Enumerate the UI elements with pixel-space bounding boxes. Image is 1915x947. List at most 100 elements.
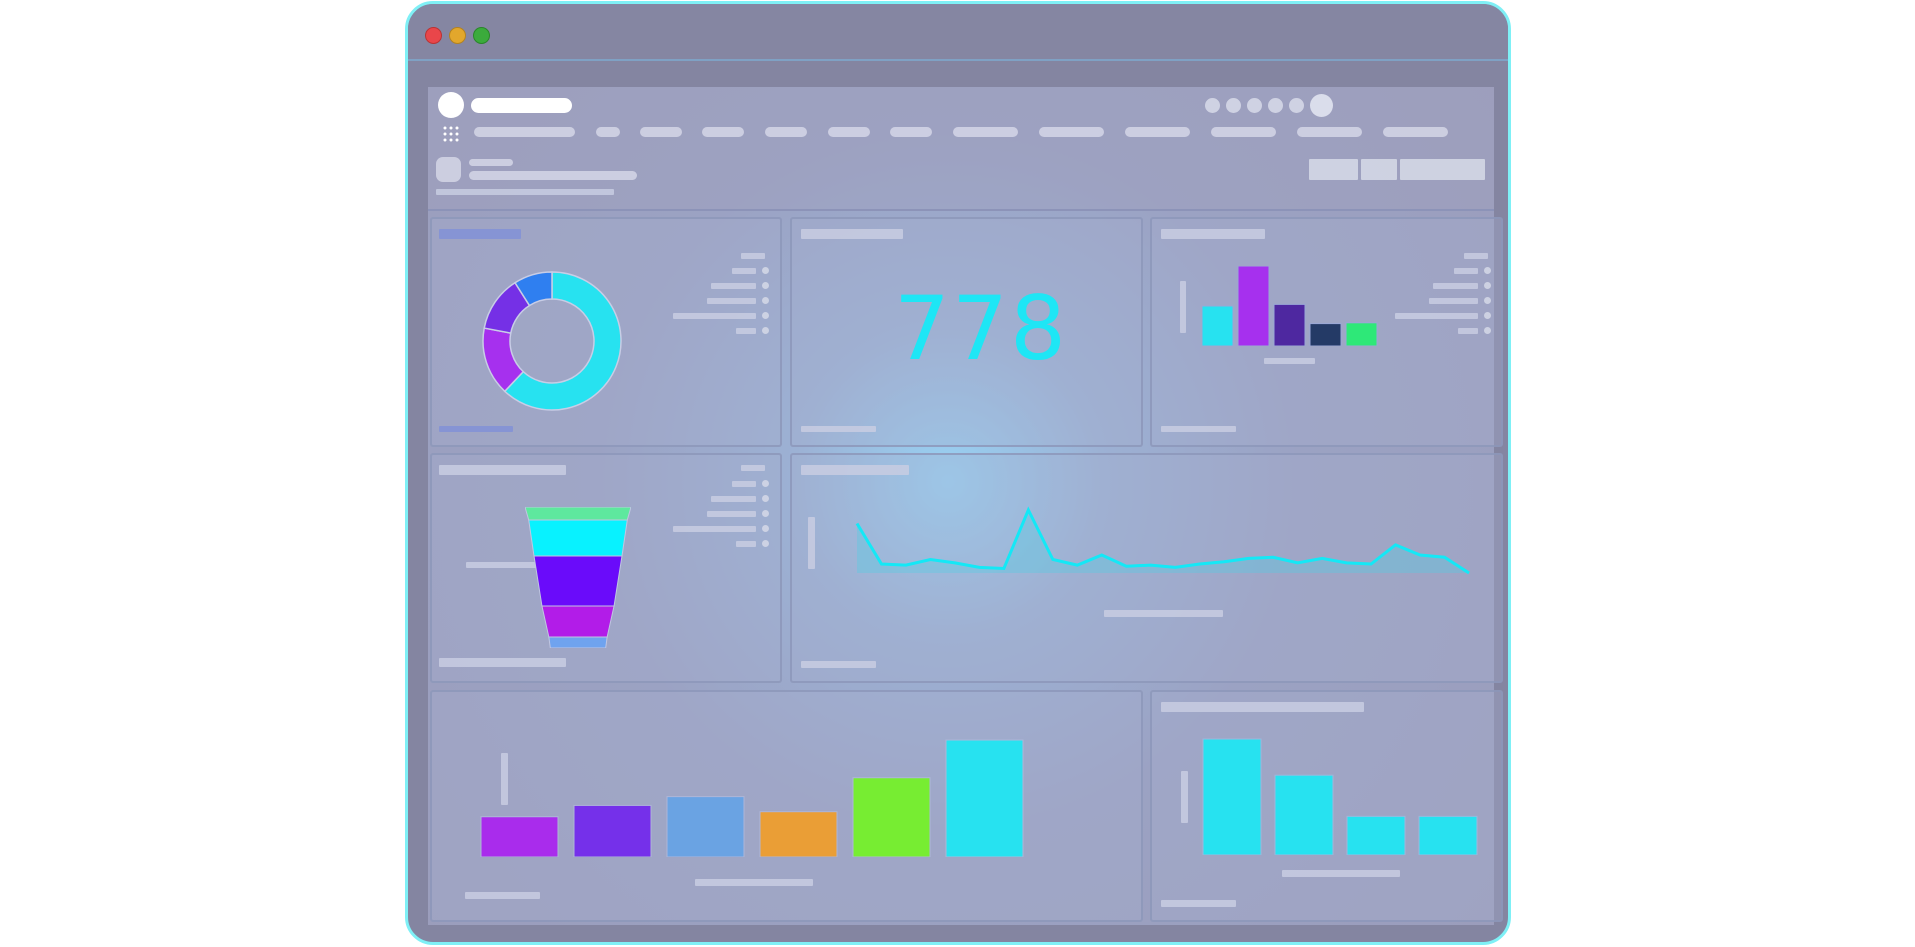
- header-button-2[interactable]: [1361, 159, 1397, 180]
- bar-chart-small: [1202, 266, 1378, 346]
- legend-label: [673, 313, 756, 319]
- funnel-segment: [541, 605, 615, 638]
- nav-item[interactable]: [1039, 127, 1104, 137]
- nav-item[interactable]: [765, 127, 807, 137]
- panel-footer: [1161, 900, 1236, 907]
- legend-dot: [1484, 327, 1491, 334]
- nav-item[interactable]: [1211, 127, 1276, 137]
- legend-dot: [1484, 282, 1491, 289]
- nav-item[interactable]: [1383, 127, 1448, 137]
- grid-icon[interactable]: [443, 126, 459, 142]
- donut-panel: [430, 217, 782, 447]
- funnel-segment: [533, 555, 623, 607]
- nav-item[interactable]: [596, 127, 620, 137]
- nav-item[interactable]: [890, 127, 932, 137]
- nav-item[interactable]: [1125, 127, 1190, 137]
- bar-panel-large: [430, 690, 1143, 922]
- x-axis-label: [1282, 870, 1400, 877]
- legend-label: [707, 298, 756, 304]
- x-axis-label: [1104, 610, 1223, 617]
- legend-label: [732, 268, 756, 274]
- bar: [945, 739, 1024, 857]
- legend-dot: [1484, 312, 1491, 319]
- nav-item[interactable]: [828, 127, 870, 137]
- app-window: 778: [405, 1, 1511, 945]
- funnel-panel: [430, 453, 782, 683]
- legend-label: [1454, 268, 1478, 274]
- legend-dot: [762, 327, 769, 334]
- header-action-2[interactable]: [1226, 98, 1241, 113]
- area-fill: [857, 510, 1469, 573]
- y-axis-label: [808, 517, 815, 569]
- bar: [1237, 266, 1270, 346]
- line-series: [855, 506, 1470, 575]
- nav-item[interactable]: [1297, 127, 1362, 137]
- header-action-5[interactable]: [1289, 98, 1304, 113]
- y-axis-label: [501, 753, 508, 805]
- bar-panel-cyan: [1150, 690, 1503, 922]
- x-axis-label: [1264, 358, 1315, 364]
- user-avatar[interactable]: [1310, 94, 1333, 117]
- bar-chart-cyan: [1202, 738, 1478, 855]
- dashboard-content: 778: [428, 87, 1503, 925]
- header-action-4[interactable]: [1268, 98, 1283, 113]
- donut-slice: [513, 271, 553, 307]
- area-line-chart: [855, 506, 1470, 575]
- nav-item[interactable]: [474, 127, 575, 137]
- legend-label: [711, 496, 756, 502]
- legend-label: [732, 481, 756, 487]
- donut-slice: [503, 271, 622, 411]
- page-title: [469, 171, 637, 180]
- legend-title: [741, 465, 765, 471]
- panel-footer: [439, 426, 513, 432]
- legend-dot: [762, 282, 769, 289]
- legend-dot: [762, 510, 769, 517]
- bar: [1309, 323, 1342, 346]
- page-subtitle: [436, 189, 614, 195]
- bar: [1274, 774, 1334, 855]
- legend-dot: [762, 297, 769, 304]
- bar: [1202, 738, 1262, 855]
- funnel-segment: [548, 636, 608, 648]
- nav-item[interactable]: [953, 127, 1018, 137]
- header-action-3[interactable]: [1247, 98, 1262, 113]
- panel-footer: [1161, 426, 1236, 432]
- legend-title: [741, 253, 765, 259]
- legend-dot: [762, 312, 769, 319]
- bar-panel-small: [1150, 217, 1503, 447]
- close-window-button[interactable]: [425, 27, 442, 44]
- bar: [480, 816, 559, 857]
- legend-dot: [1484, 267, 1491, 274]
- y-axis-label: [1181, 771, 1188, 823]
- legend-label: [1429, 298, 1478, 304]
- maximize-window-button[interactable]: [473, 27, 490, 44]
- legend-dot: [762, 480, 769, 487]
- legend-label: [736, 328, 756, 334]
- line-chart-panel: [790, 453, 1503, 683]
- bar: [852, 777, 931, 857]
- bar: [573, 804, 652, 857]
- legend-dot: [762, 267, 769, 274]
- header-button-1[interactable]: [1309, 159, 1358, 180]
- legend-label: [711, 283, 756, 289]
- legend-label: [1458, 328, 1478, 334]
- header-button-3[interactable]: [1400, 159, 1485, 180]
- app-logo-icon[interactable]: [438, 92, 464, 118]
- panel-footer: [801, 661, 876, 668]
- nav-item[interactable]: [702, 127, 744, 137]
- nav-item[interactable]: [640, 127, 682, 137]
- breadcrumb: [469, 159, 513, 166]
- header-action-1[interactable]: [1205, 98, 1220, 113]
- legend-label: [673, 526, 756, 532]
- panel-footer: [439, 658, 566, 667]
- bar: [1418, 815, 1478, 855]
- minimize-window-button[interactable]: [449, 27, 466, 44]
- y-axis-label: [1180, 281, 1186, 333]
- bar: [1202, 305, 1234, 346]
- panel-title: [1161, 229, 1265, 239]
- dashboard-header: [428, 87, 1494, 211]
- page-icon: [436, 157, 461, 182]
- bar: [1346, 815, 1406, 855]
- bar-chart-large: [480, 739, 1024, 857]
- kpi-panel: 778: [790, 217, 1143, 447]
